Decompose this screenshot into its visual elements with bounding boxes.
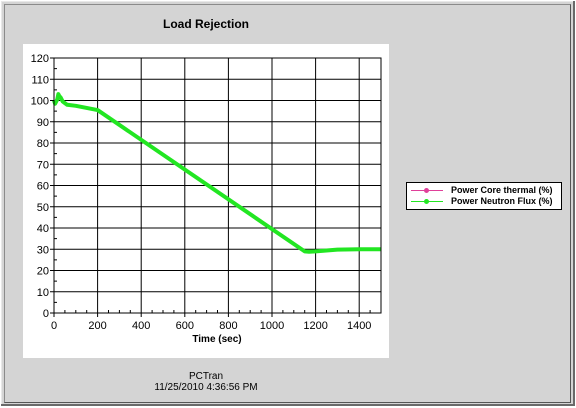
x-tick-label: 0	[51, 320, 57, 332]
legend-marker-core-thermal	[424, 188, 429, 193]
footer-timestamp: 11/25/2010 4:36:56 PM	[154, 382, 258, 393]
footer-app-name: PCTran	[188, 371, 224, 382]
legend-item-neutron-flux: Power Neutron Flux (%)	[407, 196, 563, 208]
legend-label-core-thermal: Power Core thermal (%)	[451, 185, 553, 195]
series-line-neutron-flux	[52, 92, 381, 254]
plot-border	[53, 57, 382, 314]
y-tick-label: 80	[37, 138, 49, 150]
x-tick-label: 400	[132, 320, 150, 332]
legend: Power Core thermal (%) Power Neutron Flu…	[406, 182, 562, 210]
x-tick-label: 800	[219, 320, 237, 332]
x-tick-label: 1400	[347, 320, 371, 332]
x-tick-label: 1000	[260, 320, 284, 332]
y-tick-label: 60	[37, 181, 49, 193]
y-tick-label: 20	[37, 266, 49, 278]
y-tick-label: 40	[37, 223, 49, 235]
plot-panel	[23, 44, 389, 358]
y-tick-label: 100	[31, 96, 49, 108]
y-tick-label: 10	[37, 287, 49, 299]
y-tick-label: 110	[31, 74, 49, 86]
y-tick-label: 50	[37, 202, 49, 214]
y-tick-label: 30	[37, 244, 49, 256]
chart-title: Load Rejection	[162, 17, 249, 31]
legend-item-core-thermal: Power Core thermal (%)	[407, 185, 563, 197]
grid-layer	[53, 57, 381, 314]
window-border	[4, 4, 571, 403]
legend-marker-neutron-flux	[424, 199, 429, 204]
y-tick-label: 120	[31, 53, 49, 65]
x-axis-label: Time (sec)	[192, 334, 241, 345]
x-tick-label: 200	[88, 320, 106, 332]
series-layer	[52, 92, 381, 254]
y-tick-label: 70	[37, 159, 49, 171]
legend-label-neutron-flux: Power Neutron Flux (%)	[451, 196, 553, 206]
x-tick-label: 600	[176, 320, 194, 332]
y-tick-label: 0	[43, 308, 49, 320]
y-tick-label: 90	[37, 117, 49, 129]
x-tick-label: 1200	[303, 320, 327, 332]
